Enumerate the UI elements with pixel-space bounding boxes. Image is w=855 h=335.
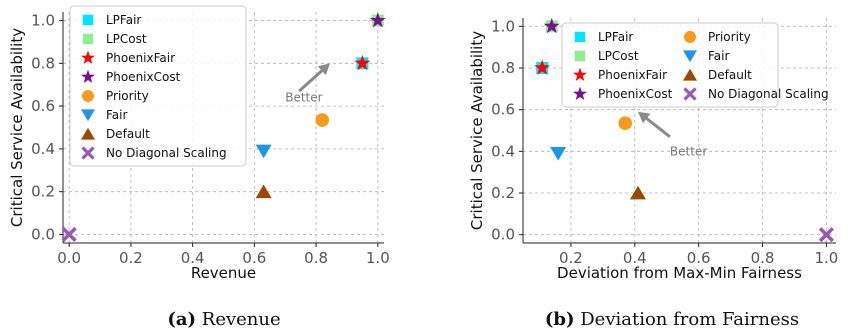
data-point-fair [255, 144, 272, 159]
legend-box [561, 22, 779, 108]
legend-label: No Diagonal Scaling [106, 146, 227, 160]
data-point-phoenixfair [534, 59, 551, 75]
y-tick-label: 0.2 [31, 183, 55, 201]
x-axis-label: Revenue [191, 264, 256, 282]
legend-marker [82, 14, 94, 26]
y-tick-label: 1.0 [491, 17, 515, 35]
legend-label: Priority [106, 89, 149, 103]
legend-label: Fair [708, 49, 729, 63]
data-point-default [629, 185, 646, 200]
legend-marker [573, 67, 587, 81]
subfigure-caption: (b) Deviation from Fairness [545, 309, 799, 330]
data-point-no-diagonal-scaling [61, 226, 77, 243]
x-tick-label: 0.4 [623, 249, 647, 267]
data-point-fair [550, 147, 567, 161]
legend-label: LPFair [106, 13, 141, 27]
legend-marker [573, 86, 587, 100]
legend-label: PhoenixCost [598, 87, 673, 101]
data-point-phoenixcost [543, 17, 560, 34]
data-point-priority [315, 113, 330, 127]
legend-marker [574, 31, 586, 43]
caption-tag: (a) [167, 309, 196, 330]
legend: LPFair LPCost PhoenixFair PhoenixCost Priori… [561, 22, 829, 108]
legend-marker [81, 109, 95, 122]
x-tick-label: 0.6 [687, 249, 711, 267]
x-tick-label: 0.6 [242, 249, 266, 267]
caption-text: Revenue [196, 309, 281, 330]
x-tick-label: 0.8 [304, 249, 328, 267]
x-tick-label: 0.0 [57, 249, 81, 267]
better-arrow-shaft [298, 67, 326, 93]
data-point-priority [618, 116, 633, 131]
legend-label: PhoenixCost [106, 70, 181, 84]
caption-text: Deviation from Fairness [575, 309, 800, 330]
legend-label: Default [106, 127, 150, 141]
y-tick-label: 0.4 [491, 142, 515, 160]
y-axis-label: Critical Service Availability [468, 31, 486, 230]
legend-label: Priority [708, 30, 751, 44]
legend-marker [81, 127, 95, 140]
data-point-default [255, 184, 272, 199]
y-tick-label: 0.4 [31, 140, 55, 158]
legend-label: LPFair [598, 30, 633, 44]
better-arrow-head [317, 63, 330, 76]
legend-marker [574, 50, 586, 62]
chart-panel-a: 0.0 0.2 0.4 0.6 0.8 1.0 0.0 0.2 0.4 0.6 0.8 1.0 Reve… [8, 5, 390, 330]
legend-label: PhoenixFair [598, 68, 667, 82]
y-tick-label: 0.6 [491, 101, 515, 119]
legend-label: Default [708, 68, 752, 82]
data-point-no-diagonal-scaling [818, 227, 835, 243]
y-tick-label: 0.2 [491, 184, 515, 202]
better-arrow-head [637, 111, 651, 124]
legend: LPFair LPCost PhoenixFair PhoenixCost Priori… [69, 5, 247, 167]
legend-marker [683, 87, 697, 101]
better-arrow-shaft [642, 115, 671, 138]
legend-label: LPCost [598, 49, 639, 63]
legend-marker [683, 50, 697, 63]
legend-label: PhoenixFair [106, 51, 175, 65]
legend-label: No Diagonal Scaling [708, 87, 829, 101]
x-tick-label: 0.8 [751, 249, 775, 267]
legend-box [69, 5, 247, 167]
legend-marker [81, 50, 95, 64]
x-tick-label: 0.2 [559, 249, 583, 267]
data-point-phoenixcost [369, 12, 386, 28]
x-axis-label: Deviation from Max-Min Fairness [557, 264, 802, 282]
y-tick-label: 0.0 [491, 226, 515, 244]
legend-marker [81, 146, 95, 160]
x-tick-label: 0.2 [119, 249, 143, 267]
x-tick-label: 0.4 [181, 249, 205, 267]
legend-marker [82, 90, 94, 102]
chart-panel-b: 0.2 0.4 0.6 0.8 1.0 0.0 0.2 0.4 0.6 0.8 1.0 Deviati… [468, 17, 838, 330]
y-tick-label: 0.6 [31, 97, 55, 115]
legend-marker [684, 31, 696, 43]
subfigure-caption: (a) Revenue [167, 309, 280, 330]
y-tick-label: 1.0 [31, 12, 55, 30]
legend-label: LPCost [106, 32, 147, 46]
better-annotation: Better [285, 91, 322, 105]
legend-marker [82, 33, 94, 45]
y-axis-label: Critical Service Availability [8, 28, 26, 227]
legend-marker [683, 68, 697, 81]
y-tick-label: 0.0 [31, 225, 55, 243]
data-point-phoenixfair [354, 54, 371, 71]
y-tick-label: 0.8 [491, 59, 515, 77]
y-tick-label: 0.8 [31, 54, 55, 72]
legend-marker [81, 69, 95, 83]
x-tick-label: 1.0 [814, 249, 838, 267]
legend-label: Fair [106, 108, 127, 122]
x-tick-label: 1.0 [366, 249, 390, 267]
better-annotation: Better [670, 144, 707, 158]
caption-tag: (b) [545, 309, 575, 330]
